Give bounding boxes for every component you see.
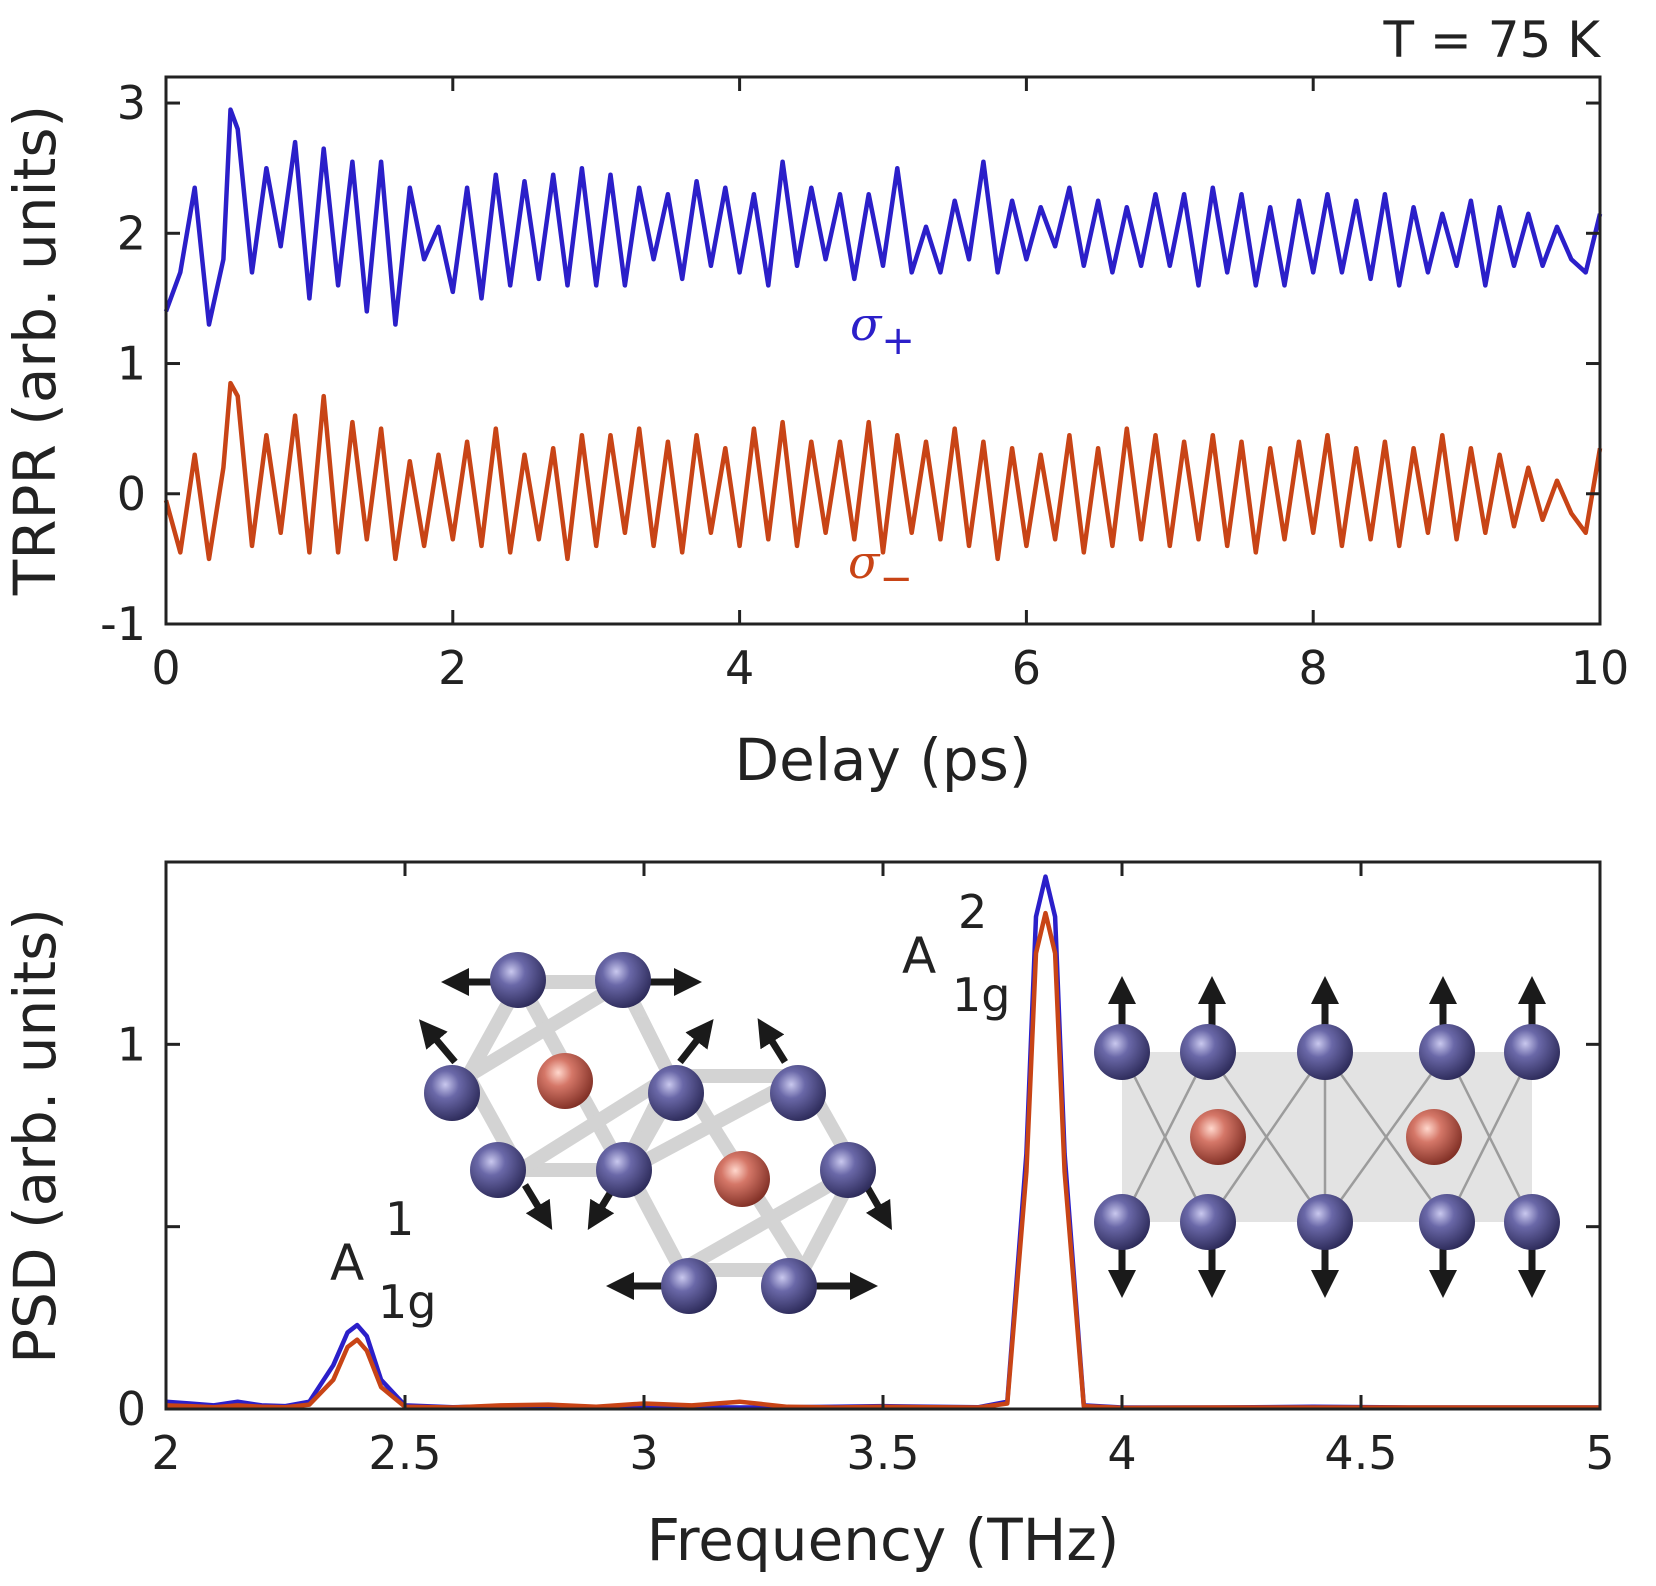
anion-atom [424, 1065, 480, 1121]
cation-atom [1190, 1109, 1246, 1165]
series-line-1-1 [165, 910, 1600, 1411]
x-tick-label: 2 [151, 1426, 180, 1480]
x-tick-label: 3.5 [846, 1426, 919, 1480]
anion-atom [1419, 1024, 1475, 1080]
sigma-minus-label: σ− [848, 535, 913, 602]
inset1-atoms [424, 952, 876, 1314]
layered-structure-inset [1094, 976, 1560, 1298]
bottom-yaxis-label: PSD (arb. units) [1, 908, 69, 1364]
sigma-minus-sub: − [879, 556, 913, 602]
inset2-bonds [1120, 1051, 1534, 1223]
x-tick-label: 10 [1571, 641, 1630, 695]
inset1-arrows [418, 968, 892, 1300]
bottom-ticks-layer: 2 2.5 3 3.5 4 4.5 5 0 1 [117, 862, 1615, 1480]
anion-atom [1297, 1194, 1353, 1250]
anion-atom [1180, 1024, 1236, 1080]
anion-atom [820, 1142, 876, 1198]
anion-atom [661, 1258, 717, 1314]
peak2-base: A [902, 927, 936, 985]
x-tick-label: 4 [1107, 1426, 1136, 1480]
series-line-0-1 [163, 380, 1603, 562]
x-tick-label: 8 [1299, 641, 1328, 695]
temperature-annotation: T = 75 K [1382, 11, 1601, 69]
y-tick-label: -1 [100, 597, 146, 651]
anion-atom [596, 1142, 652, 1198]
anion-atom [1504, 1024, 1560, 1080]
x-tick-label: 0 [151, 641, 180, 695]
x-tick-label: 6 [1012, 641, 1041, 695]
top-xaxis-label: Delay (ps) [734, 726, 1031, 794]
peak2-sub: 1g [952, 968, 1010, 1022]
cation-atom [714, 1151, 770, 1207]
peak1-base: A [330, 1234, 364, 1292]
cation-atom [1406, 1109, 1462, 1165]
anion-atom [470, 1142, 526, 1198]
top-series-layer [163, 107, 1603, 562]
anion-atom [1094, 1024, 1150, 1080]
anion-atom [595, 952, 651, 1008]
y-tick-label: 1 [117, 1017, 146, 1071]
top-yaxis-label: TRPR (arb. units) [1, 105, 69, 596]
sigma-plus-base: σ [850, 297, 883, 351]
y-tick-label: 0 [117, 467, 146, 521]
anion-atom [1180, 1194, 1236, 1250]
sigma-minus-base: σ [848, 535, 881, 589]
anion-atom [648, 1065, 704, 1121]
peak-label-a1g-1: A 1 1g [330, 1192, 436, 1329]
x-tick-label: 3 [629, 1426, 658, 1480]
y-tick-label: 3 [117, 76, 146, 130]
x-tick-label: 4 [725, 641, 754, 695]
anion-atom [1419, 1194, 1475, 1250]
inset1-bonds [460, 975, 864, 1277]
hexagonal-structure-inset [418, 952, 892, 1314]
peak1-sub: 1g [378, 1275, 436, 1329]
sigma-plus-sub: + [881, 318, 915, 364]
inset2-atoms [1094, 1024, 1560, 1250]
series-line-0-0 [163, 107, 1603, 327]
inset2-arrows [1108, 976, 1546, 1298]
peak2-sup: 2 [958, 885, 987, 939]
top-plot-frame [164, 75, 1602, 626]
y-tick-label: 0 [117, 1382, 146, 1436]
anion-atom [490, 952, 546, 1008]
x-tick-label: 2.5 [368, 1426, 441, 1480]
peak-label-a1g-2: A 2 1g [902, 885, 1010, 1022]
peak1-sup: 1 [385, 1192, 414, 1246]
x-tick-label: 4.5 [1324, 1426, 1397, 1480]
y-tick-label: 1 [117, 337, 146, 391]
x-tick-label: 2 [438, 641, 467, 695]
y-tick-label: 2 [117, 206, 146, 260]
anion-atom [761, 1258, 817, 1314]
anion-atom [1094, 1194, 1150, 1250]
bottom-xaxis-label: Frequency (THz) [647, 1506, 1120, 1574]
cation-atom [537, 1053, 593, 1109]
anion-atom [1504, 1194, 1560, 1250]
bottom-chart: 2 2.5 3 3.5 4 4.5 5 0 1 Frequency (THz) PSD (arb… [1, 860, 1615, 1574]
bottom-series-layer [165, 874, 1600, 1411]
anion-atom [1297, 1024, 1353, 1080]
anion-atom [770, 1065, 826, 1121]
x-tick-label: 5 [1585, 1426, 1614, 1480]
sigma-plus-label: σ+ [850, 297, 915, 364]
